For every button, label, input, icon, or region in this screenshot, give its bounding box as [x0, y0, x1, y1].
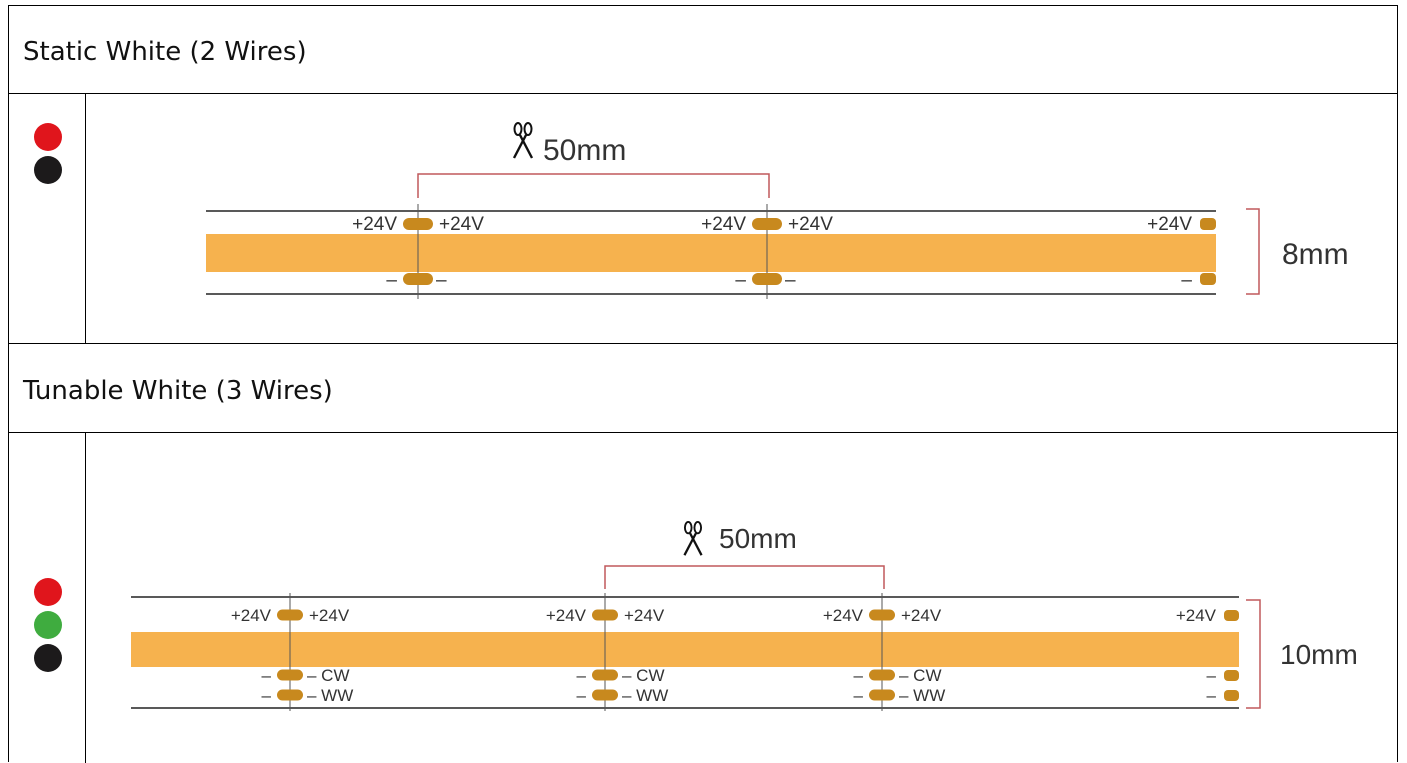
solder-pad	[752, 218, 782, 230]
solder-pad	[869, 669, 895, 681]
pad-label-minus: –	[577, 666, 587, 685]
pad-label-plus: +24V	[701, 214, 746, 235]
wire-color-black-dot	[34, 644, 62, 672]
solder-pad	[403, 218, 433, 230]
pad-label-minus: –	[854, 686, 864, 705]
pad-label-minus: –	[735, 270, 746, 291]
pad-label-minus: –	[577, 686, 587, 705]
column-divider	[85, 94, 86, 343]
wire-color-black-dot	[34, 156, 62, 184]
pad-label-plus: +24V	[823, 606, 864, 625]
pad-label-plus: +24V	[901, 606, 942, 625]
pad-label-cw: – CW	[622, 666, 665, 685]
strip-width-label: 8mm	[1282, 238, 1349, 271]
spec-table: Static White (2 Wires) +24V +24V – – +24V +24…	[8, 5, 1398, 763]
cut-length-label: 50mm	[543, 134, 626, 167]
pad-label-minus: –	[436, 270, 447, 291]
pad-label-plus: +24V	[788, 214, 833, 235]
pad-label-minus: –	[262, 666, 272, 685]
section-body-tunable: +24V +24V – – – CW – WW +24V +24V – – – CW – WW +24V…	[9, 433, 1397, 763]
pad-label-minus: –	[1207, 666, 1217, 685]
section-title: Tunable White (3 Wires)	[23, 376, 333, 406]
led-strip-body	[131, 632, 1239, 667]
solder-pad	[1224, 670, 1239, 681]
pad-label-plus: +24V	[309, 606, 350, 625]
solder-pad	[1200, 273, 1216, 285]
section-header-static: Static White (2 Wires)	[9, 6, 1397, 94]
pad-label-minus: –	[854, 666, 864, 685]
pad-label-ww: – WW	[899, 686, 945, 705]
pad-label-plus: +24V	[231, 606, 272, 625]
wire-color-green-dot	[34, 611, 62, 639]
solder-pad	[403, 273, 433, 285]
solder-pad	[277, 689, 303, 701]
section-title: Static White (2 Wires)	[23, 37, 307, 67]
solder-pad	[277, 609, 303, 621]
wire-color-red-dot	[34, 578, 62, 606]
pad-label-minus: –	[262, 686, 272, 705]
solder-pad	[592, 689, 618, 701]
column-divider	[85, 433, 86, 763]
static-white-strip-diagram: +24V +24V – – +24V +24V – – +24V – 50mm 8mm	[206, 122, 1349, 299]
pad-label-minus: –	[1207, 686, 1217, 705]
solder-pad	[869, 609, 895, 621]
width-bracket	[1246, 208, 1260, 295]
led-strip-body	[206, 234, 1216, 272]
pad-label-minus: –	[1181, 270, 1192, 291]
scissors-icon	[683, 520, 703, 556]
solder-pad	[592, 609, 618, 621]
solder-pad	[1224, 690, 1239, 701]
cut-length-bracket	[604, 565, 885, 589]
cut-length-bracket	[417, 173, 770, 198]
solder-pad	[1224, 610, 1239, 621]
width-bracket	[1246, 599, 1261, 709]
pad-label-plus: +24V	[352, 214, 397, 235]
tunable-white-strip-diagram: +24V +24V––– CW– WW+24V +24V––– CW– WW+24V…	[131, 520, 1358, 711]
solder-pad	[592, 669, 618, 681]
strip-width-label: 10mm	[1280, 639, 1358, 670]
cut-length-label: 50mm	[719, 523, 797, 554]
pad-label-plus: +24V	[1176, 606, 1217, 625]
pad-label-cw: – CW	[307, 666, 350, 685]
pad-label-ww: – WW	[307, 686, 353, 705]
pad-label-plus: +24V	[1147, 214, 1192, 235]
pad-label-cw: – CW	[899, 666, 942, 685]
solder-pad	[277, 669, 303, 681]
pad-label-plus: +24V	[624, 606, 665, 625]
solder-pad	[1200, 218, 1216, 230]
pad-label-plus: +24V	[439, 214, 484, 235]
wire-color-red-dot	[34, 123, 62, 151]
solder-pad	[752, 273, 782, 285]
section-body-static: +24V +24V – – +24V +24V – – +24V – 50mm 8mm	[9, 94, 1397, 344]
pad-label-plus: +24V	[546, 606, 587, 625]
pad-label-minus: –	[386, 270, 397, 291]
pad-label-ww: – WW	[622, 686, 668, 705]
pad-label-minus: –	[785, 270, 796, 291]
section-header-tunable: Tunable White (3 Wires)	[9, 344, 1397, 433]
solder-pad	[869, 689, 895, 701]
scissors-icon	[512, 122, 534, 159]
